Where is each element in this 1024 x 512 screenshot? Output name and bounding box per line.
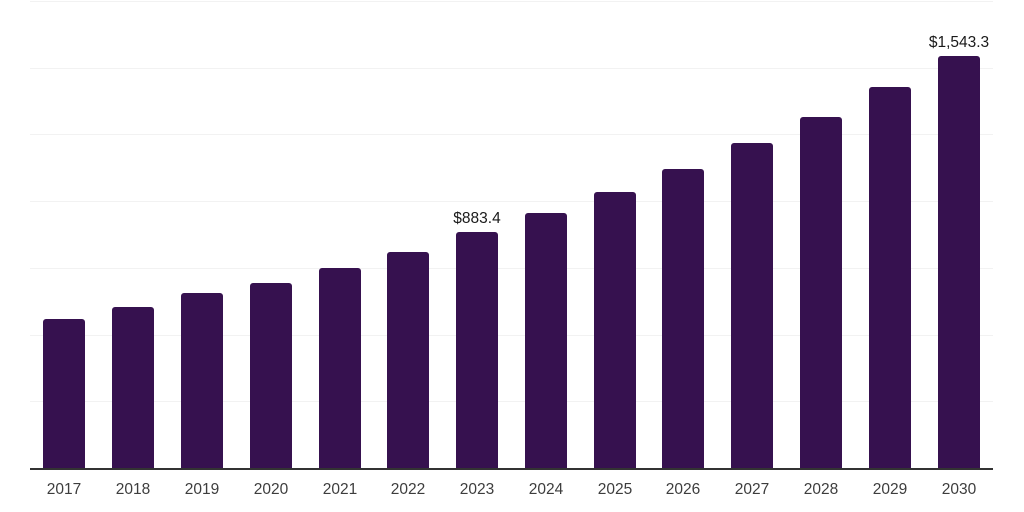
- bar-2020: [250, 283, 292, 468]
- x-tick-label-2021: 2021: [322, 481, 358, 498]
- bar-2017: [43, 319, 85, 468]
- gridline-1000: [30, 201, 993, 202]
- x-tick-label-2027: 2027: [734, 481, 770, 498]
- bar-2026: [662, 169, 704, 468]
- gridline-1500: [30, 68, 993, 69]
- bar-2022: [387, 252, 429, 468]
- gridline-1250: [30, 134, 993, 135]
- bar-2019: [181, 293, 223, 468]
- x-tick-label-2026: 2026: [665, 481, 701, 498]
- bar-2028: [800, 117, 842, 468]
- x-tick-label-2017: 2017: [46, 481, 82, 498]
- gridline-750: [30, 268, 993, 269]
- value-label-2030: $1,543.3: [928, 34, 990, 51]
- bar-2029: [869, 87, 911, 468]
- bar-2018: [112, 307, 154, 468]
- x-tick-label-2030: 2030: [941, 481, 977, 498]
- x-tick-label-2022: 2022: [390, 481, 426, 498]
- bar-2023: [456, 232, 498, 468]
- bar-2030: [938, 56, 980, 468]
- x-tick-label-2018: 2018: [115, 481, 151, 498]
- x-tick-label-2019: 2019: [184, 481, 220, 498]
- x-tick-label-2023: 2023: [459, 481, 495, 498]
- x-tick-label-2020: 2020: [253, 481, 289, 498]
- gridline-500: [30, 335, 993, 336]
- x-axis-line: [30, 468, 993, 470]
- x-tick-label-2025: 2025: [597, 481, 633, 498]
- bar-2025: [594, 192, 636, 468]
- bar-2021: [319, 268, 361, 468]
- gridline-1750: [30, 1, 993, 2]
- x-tick-label-2024: 2024: [528, 481, 564, 498]
- x-tick-label-2028: 2028: [803, 481, 839, 498]
- bar-2027: [731, 143, 773, 468]
- gridline-250: [30, 401, 993, 402]
- bar-2024: [525, 213, 567, 468]
- x-tick-label-2029: 2029: [872, 481, 908, 498]
- value-label-2023: $883.4: [453, 210, 501, 227]
